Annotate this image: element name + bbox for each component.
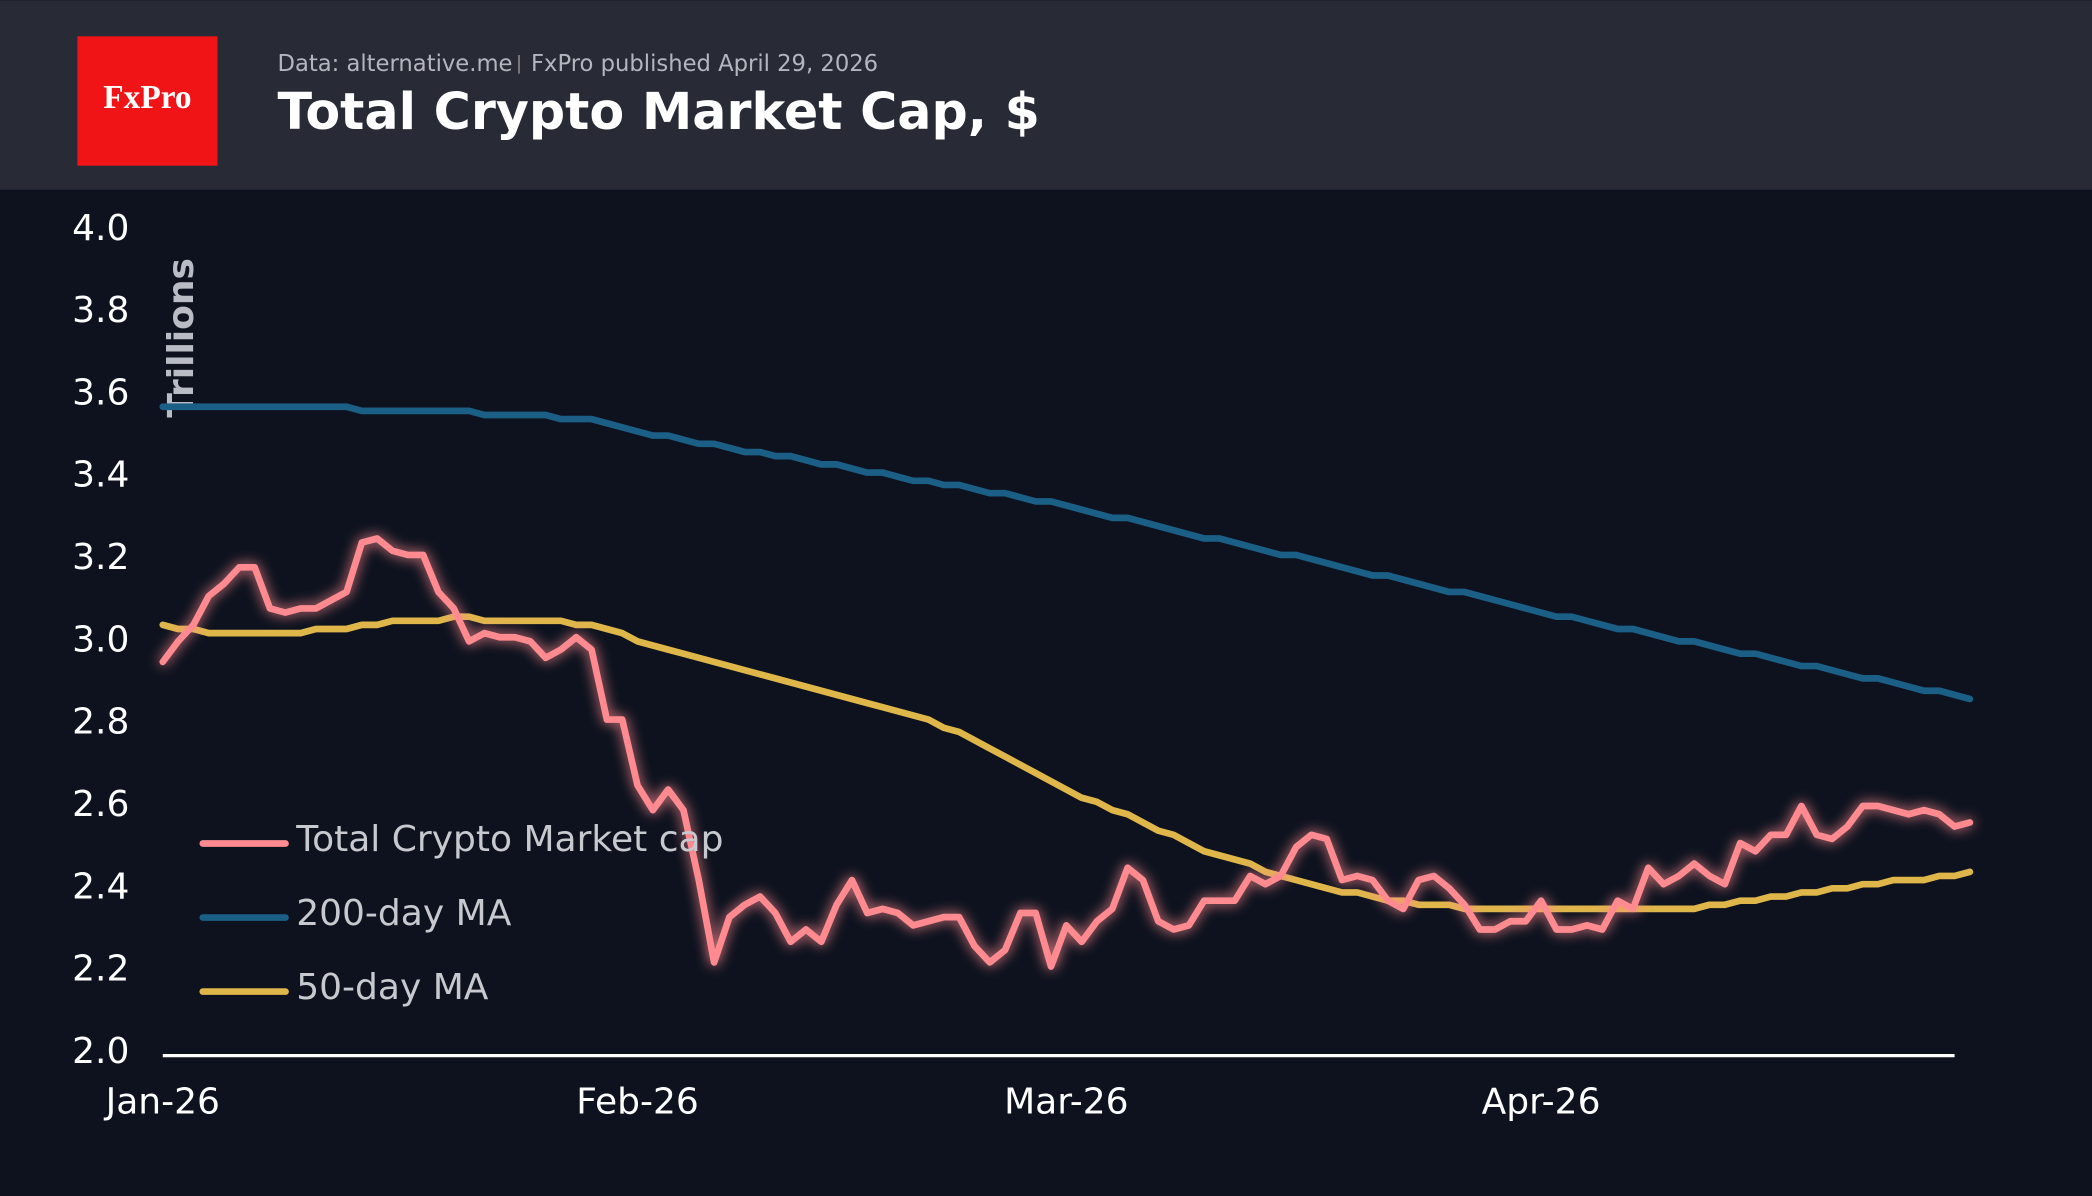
y-tick-label: 3.2: [72, 537, 129, 578]
legend-label: 50-day MA: [296, 967, 489, 1008]
published: FxPro published April 29, 2026: [531, 51, 878, 77]
logo: FxPro: [103, 79, 191, 116]
header-band: [0, 0, 2092, 190]
chart-title: Total Crypto Market Cap, $: [278, 82, 1040, 141]
x-tick-label: Mar-26: [1004, 1082, 1128, 1123]
series-line: [159, 613, 1974, 913]
y-tick-label: 4.0: [72, 208, 129, 249]
y-tick-label: 3.6: [72, 372, 129, 413]
series-line: [159, 403, 1974, 703]
x-tick-label: Jan-26: [104, 1082, 220, 1123]
y-tick-label: 2.2: [72, 949, 129, 990]
legend-label: Total Crypto Market cap: [295, 819, 723, 860]
source: Data: alternative.me: [278, 51, 513, 77]
y-axis-label: Trillions: [161, 258, 202, 418]
y-tick-label: 3.8: [72, 290, 129, 331]
y-tick-label: 2.8: [72, 702, 129, 743]
x-tick-label: Feb-26: [576, 1082, 699, 1123]
y-tick-label: 2.0: [72, 1031, 129, 1072]
legend-label: 200-day MA: [296, 893, 512, 934]
x-tick-label: Apr-26: [1482, 1082, 1601, 1123]
y-tick-label: 2.4: [72, 866, 129, 907]
y-tick-label: 2.6: [72, 784, 129, 825]
y-tick-label: 3.4: [72, 455, 129, 496]
series-line: [159, 535, 1974, 970]
y-tick-label: 3.0: [72, 619, 129, 660]
logo-box: [77, 36, 218, 166]
